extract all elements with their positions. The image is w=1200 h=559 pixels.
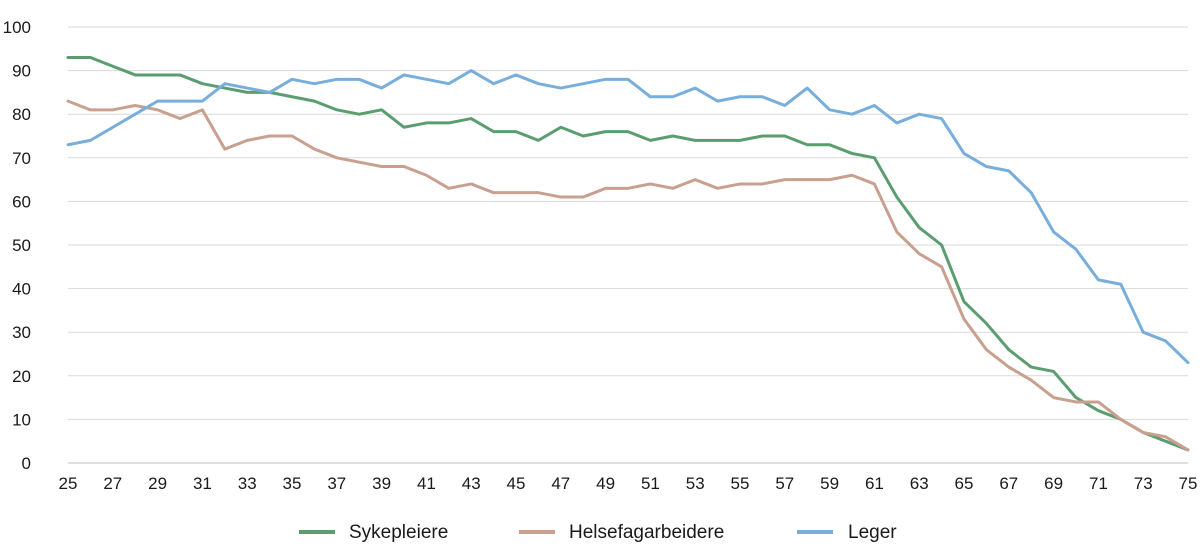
series-lines	[66, 56, 1190, 452]
x-tick-label-51: 51	[641, 474, 660, 493]
x-tick-label-73: 73	[1134, 474, 1153, 493]
y-tick-label-20: 20	[12, 367, 31, 386]
legend-label-leger: Leger	[848, 522, 897, 543]
legend: Sykepleiere Helsefagarbeidere Leger	[299, 522, 897, 543]
y-tick-label-30: 30	[12, 323, 31, 342]
y-tick-label-70: 70	[12, 149, 31, 168]
series-line-leger	[66, 69, 1190, 365]
x-tick-label-35: 35	[283, 474, 302, 493]
x-tick-label-39: 39	[372, 474, 391, 493]
legend-item-leger: Leger	[797, 522, 897, 543]
x-tick-label-61: 61	[865, 474, 884, 493]
y-tick-label-50: 50	[12, 236, 31, 255]
x-tick-label-43: 43	[462, 474, 481, 493]
x-tick-label-71: 71	[1089, 474, 1108, 493]
x-tick-label-63: 63	[910, 474, 929, 493]
y-tick-label-40: 40	[12, 280, 31, 299]
x-tick-label-59: 59	[820, 474, 839, 493]
legend-label-helsefagarbeidere: Helsefagarbeidere	[569, 522, 724, 543]
x-tick-label-31: 31	[193, 474, 212, 493]
x-tick-label-47: 47	[551, 474, 570, 493]
y-tick-label-0: 0	[22, 454, 31, 473]
y-tick-label-60: 60	[12, 192, 31, 211]
legend-item-helsefagarbeidere: Helsefagarbeidere	[519, 522, 724, 543]
x-tick-label-29: 29	[148, 474, 167, 493]
y-tick-label-10: 10	[12, 410, 31, 429]
y-axis-ticks: 0 10 20 30 40 50 60 70 80 90 100	[3, 18, 31, 473]
x-tick-label-45: 45	[507, 474, 526, 493]
y-tick-label-80: 80	[12, 105, 31, 124]
series-line-helsefagarbeidere	[66, 99, 1190, 452]
x-tick-label-37: 37	[327, 474, 346, 493]
x-tick-label-55: 55	[731, 474, 750, 493]
x-tick-label-69: 69	[1044, 474, 1063, 493]
x-tick-label-53: 53	[686, 474, 705, 493]
gridlines	[68, 26, 1188, 464]
x-tick-label-67: 67	[999, 474, 1018, 493]
legend-label-sykepleiere: Sykepleiere	[349, 522, 448, 543]
x-tick-label-65: 65	[955, 474, 974, 493]
y-tick-label-100: 100	[3, 18, 31, 37]
x-tick-label-49: 49	[596, 474, 615, 493]
x-tick-label-33: 33	[238, 474, 257, 493]
x-tick-label-57: 57	[775, 474, 794, 493]
series-line-sykepleiere	[66, 56, 1190, 452]
y-tick-label-90: 90	[12, 62, 31, 81]
legend-item-sykepleiere: Sykepleiere	[299, 522, 448, 543]
x-tick-label-25: 25	[59, 474, 78, 493]
x-tick-label-41: 41	[417, 474, 436, 493]
x-axis-ticks: 25 27 29 31 33 35 37 39 41 43 45 47 49 51 53 55 57 59 61 63…	[59, 474, 1198, 493]
x-tick-label-75: 75	[1179, 474, 1198, 493]
x-tick-label-27: 27	[103, 474, 122, 493]
